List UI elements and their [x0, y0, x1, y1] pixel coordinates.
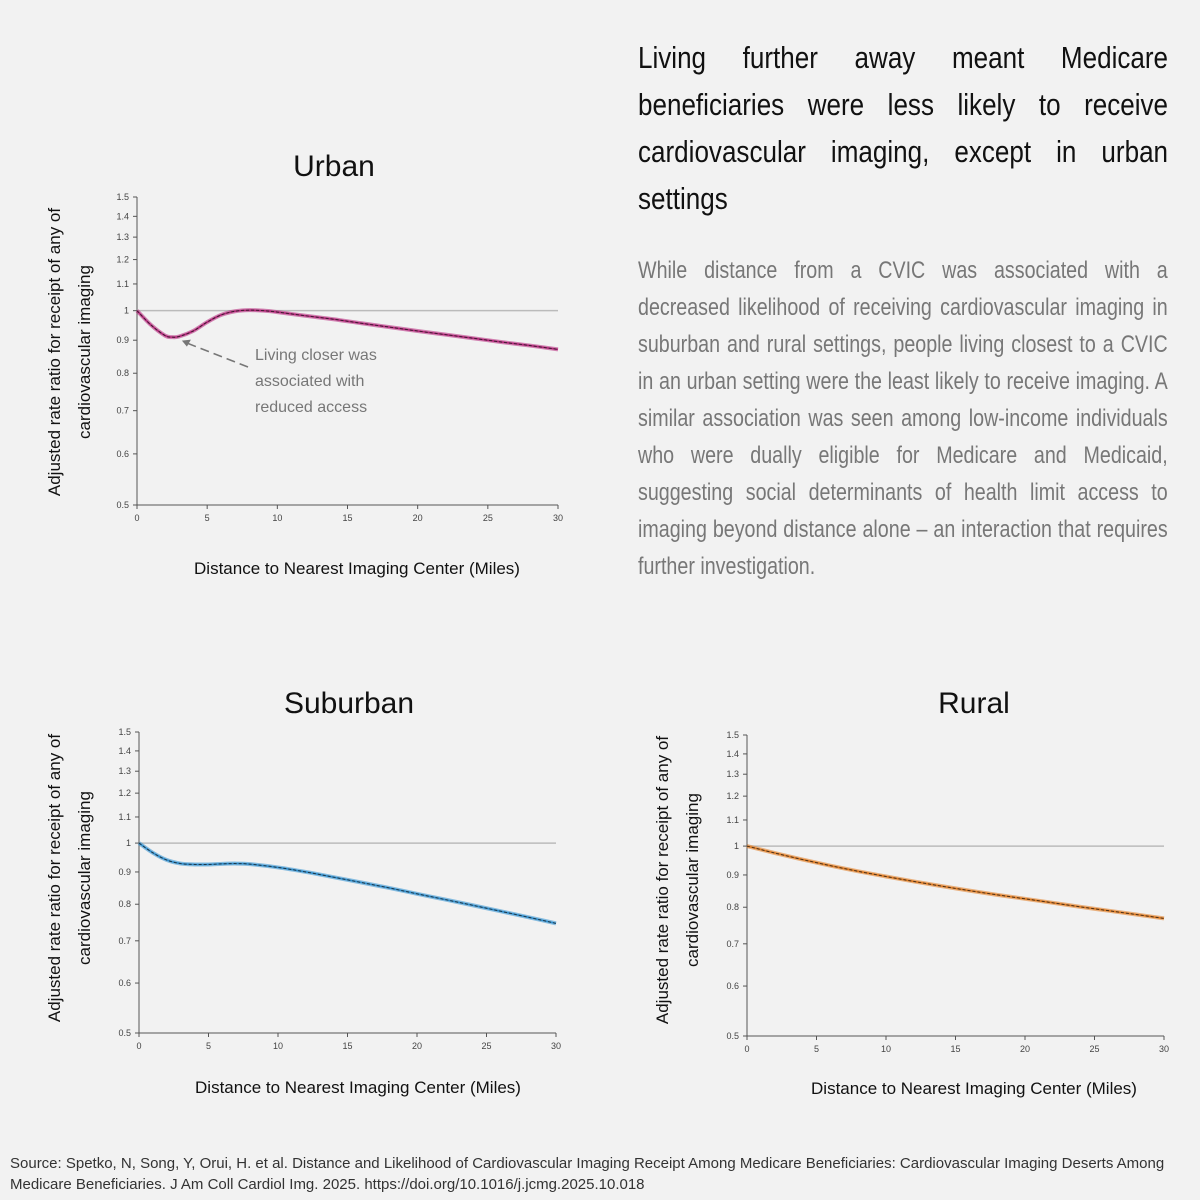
body-text: While distance from a CVIC was associate… — [638, 257, 1168, 580]
series-line-dashed — [136, 309, 559, 350]
series-line-dashed — [138, 842, 557, 924]
y-tick-label: 1.1 — [726, 815, 739, 825]
x-tick-label: 0 — [744, 1044, 749, 1054]
x-axis-label: Distance to Nearest Imaging Center (Mile… — [194, 559, 520, 578]
y-tick-label: 0.5 — [118, 1028, 131, 1038]
annotation-arrowhead — [181, 339, 191, 347]
y-tick-label: 0.5 — [726, 1031, 739, 1041]
x-tick-label: 10 — [272, 513, 282, 523]
y-tick-label: 0.9 — [116, 335, 129, 345]
y-tick-label: 0.5 — [116, 500, 129, 510]
x-tick-label: 15 — [342, 1041, 352, 1051]
y-tick-label: 0.7 — [726, 939, 739, 949]
y-tick-label: 1.5 — [116, 192, 129, 202]
confidence-band — [137, 841, 557, 926]
y-tick-label: 1.3 — [118, 766, 131, 776]
y-tick-label: 1.2 — [726, 791, 739, 801]
y-tick-label: 1.1 — [116, 279, 129, 289]
x-tick-label: 30 — [1159, 1044, 1169, 1054]
x-tick-label: 25 — [483, 513, 493, 523]
series-line-dashed — [746, 845, 1165, 919]
urban-chart: Urban Adjusted rate ratio for receipt of … — [45, 150, 563, 578]
x-tick-label: 0 — [136, 1041, 141, 1051]
x-tick-label: 5 — [206, 1041, 211, 1051]
y-tick-label: 0.7 — [118, 936, 131, 946]
annotation-text: reduced access — [255, 399, 367, 416]
y-axis-label: Adjusted rate ratio for receipt of any o… — [45, 208, 64, 496]
y-tick-label: 1 — [124, 306, 129, 316]
y-tick-label: 1.2 — [118, 788, 131, 798]
x-tick-label: 25 — [1089, 1044, 1099, 1054]
y-tick-label: 0.6 — [116, 449, 129, 459]
y-axis-label: cardiovascular imaging — [75, 791, 94, 965]
x-tick-label: 15 — [342, 513, 352, 523]
y-tick-label: 0.6 — [118, 978, 131, 988]
y-tick-label: 0.8 — [726, 902, 739, 912]
y-axis-label: cardiovascular imaging — [75, 265, 94, 439]
x-tick-label: 0 — [134, 513, 139, 523]
x-tick-label: 30 — [553, 513, 563, 523]
x-tick-label: 10 — [881, 1044, 891, 1054]
y-tick-label: 1 — [126, 838, 131, 848]
y-tick-label: 1.2 — [116, 255, 129, 265]
x-tick-label: 10 — [273, 1041, 283, 1051]
x-tick-label: 20 — [413, 513, 423, 523]
annotation-text: associated with — [255, 373, 364, 390]
y-axis-label: Adjusted rate ratio for receipt of any o… — [653, 736, 672, 1024]
x-axis-label: Distance to Nearest Imaging Center (Mile… — [811, 1079, 1137, 1098]
y-axis-label: Adjusted rate ratio for receipt of any o… — [45, 734, 64, 1022]
y-tick-label: 0.9 — [726, 870, 739, 880]
series-line — [746, 845, 1165, 920]
y-tick-label: 0.8 — [118, 899, 131, 909]
confidence-band — [135, 308, 559, 352]
chart-title: Suburban — [284, 687, 414, 720]
y-tick-label: 1.4 — [118, 746, 131, 756]
y-tick-label: 0.9 — [118, 867, 131, 877]
y-tick-label: 1.4 — [726, 749, 739, 759]
y-axis-label: cardiovascular imaging — [683, 793, 702, 967]
y-tick-label: 1.5 — [118, 727, 131, 737]
source-citation: Source: Spetko, N, Song, Y, Orui, H. et … — [10, 1155, 1165, 1193]
chart-title: Urban — [293, 150, 375, 183]
y-tick-label: 1.4 — [116, 211, 129, 221]
annotation-arrow — [185, 341, 249, 368]
y-tick-label: 1.3 — [726, 769, 739, 779]
y-tick-label: 0.6 — [726, 981, 739, 991]
suburban-chart: Suburban Adjusted rate ratio for receipt … — [45, 687, 561, 1097]
y-tick-label: 0.8 — [116, 368, 129, 378]
y-tick-label: 1.5 — [726, 730, 739, 740]
y-tick-label: 1.1 — [118, 812, 131, 822]
series-line — [136, 309, 559, 351]
y-tick-label: 0.7 — [116, 406, 129, 416]
x-tick-label: 5 — [205, 513, 210, 523]
rural-chart: Rural Adjusted rate ratio for receipt of … — [653, 687, 1169, 1098]
chart-title: Rural — [938, 687, 1010, 720]
x-axis-label: Distance to Nearest Imaging Center (Mile… — [195, 1078, 521, 1097]
x-tick-label: 30 — [551, 1041, 561, 1051]
x-tick-label: 15 — [950, 1044, 960, 1054]
y-tick-label: 1.3 — [116, 232, 129, 242]
annotation-text: Living closer was — [255, 347, 377, 364]
x-tick-label: 20 — [412, 1041, 422, 1051]
x-tick-label: 25 — [481, 1041, 491, 1051]
headline: Living further away meant Medicare benef… — [638, 40, 1169, 216]
confidence-band — [746, 844, 1165, 921]
y-tick-label: 1 — [734, 841, 739, 851]
x-tick-label: 5 — [814, 1044, 819, 1054]
x-tick-label: 20 — [1020, 1044, 1030, 1054]
